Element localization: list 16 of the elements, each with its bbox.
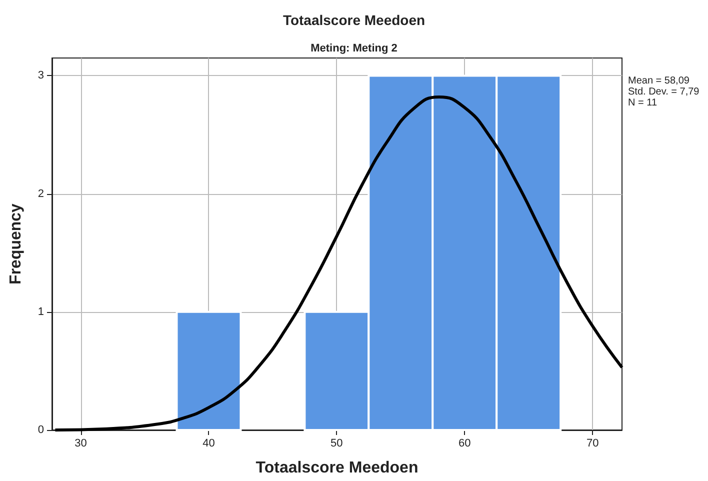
x-tick-label: 40 (202, 438, 215, 450)
x-tick-label: 60 (458, 438, 471, 450)
y-tick-label: 2 (38, 188, 44, 200)
x-tick-label: 50 (330, 438, 343, 450)
x-tick-label: 70 (586, 438, 599, 450)
x-tick-label: 30 (74, 438, 87, 450)
y-axis-title: Frequency (8, 203, 24, 284)
chart-title: Totaalscore Meedoen (282, 12, 426, 28)
text: Mean = 58,09 (628, 76, 690, 86)
y-tick-label: 3 (38, 70, 44, 82)
text: Std. Dev. = 7,79 (628, 86, 700, 98)
y-tick-label: 0 (38, 424, 44, 436)
x-axis-title: Totaalscore Meedoen (256, 460, 418, 476)
chart-subtitle: Meting: Meting 2 (310, 42, 398, 54)
y-tick-label: 1 (38, 306, 44, 318)
text: N = 11 (628, 98, 658, 108)
